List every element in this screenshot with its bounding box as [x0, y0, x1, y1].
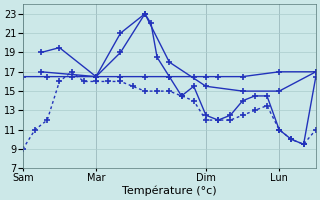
X-axis label: Température (°c): Température (°c) [122, 185, 217, 196]
